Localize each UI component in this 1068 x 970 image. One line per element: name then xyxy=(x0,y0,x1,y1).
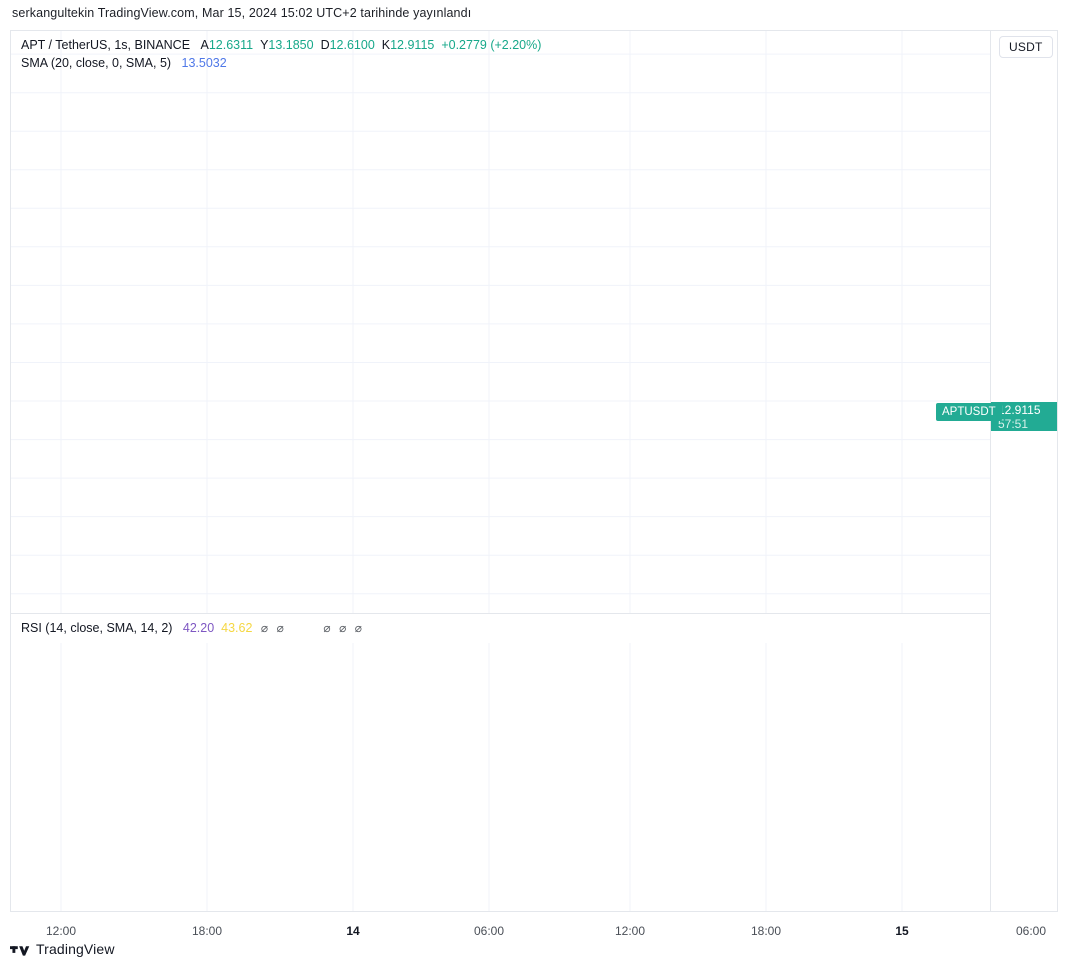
rsi-na-3: ⌀ xyxy=(323,621,331,635)
open-value: 12.6311 xyxy=(208,38,254,52)
current-price-tag: 12.9115 57:51 xyxy=(991,402,1057,431)
rsi-title: RSI (14, close, SMA, 14, 2) xyxy=(21,621,173,635)
pane-separator xyxy=(11,613,990,614)
rsi-plot xyxy=(60,643,903,911)
rsi-na-4: ⌀ xyxy=(339,621,347,635)
high-label: Y xyxy=(260,38,269,52)
price-axis[interactable]: USDT 12.9115 57:51 xyxy=(990,31,1057,911)
publish-caption: serkangultekin TradingView.com, Mar 15, … xyxy=(12,6,472,20)
tradingview-wordmark: TradingView xyxy=(36,941,115,957)
time-axis-tick: 06:00 xyxy=(1015,924,1047,938)
time-axis-tick: 12:00 xyxy=(614,924,646,938)
time-axis-tick: 18:00 xyxy=(191,924,223,938)
symbol-text: APT / TetherUS, 1s, BINANCE xyxy=(21,38,191,52)
low-label: D xyxy=(320,38,330,52)
price-legend-row-symbol: APT / TetherUS, 1s, BINANCE A12.6311 Y13… xyxy=(21,36,541,54)
low-value: 12.6100 xyxy=(329,38,375,52)
time-axis-tick: 12:00 xyxy=(45,924,77,938)
chart-frame: APT / TetherUS, 1s, BINANCE A12.6311 Y13… xyxy=(10,30,1058,938)
open-label: A xyxy=(200,38,209,52)
change-value: +0.2779 (+2.20%) xyxy=(441,38,542,52)
candlestick-plot xyxy=(11,31,990,613)
rsi-na-1: ⌀ xyxy=(260,621,269,635)
sma-indicator-label: SMA (20, close, 0, SMA, 5) xyxy=(21,56,172,70)
high-value: 13.1850 xyxy=(268,38,314,52)
rsi-value: 42.20 xyxy=(182,621,215,635)
time-axis-tick: 15 xyxy=(895,924,909,938)
time-axis-tick: 14 xyxy=(346,924,360,938)
rsi-pane[interactable]: RSI (14, close, SMA, 14, 2) 42.20 43.62 … xyxy=(11,614,990,911)
rsi-legend: RSI (14, close, SMA, 14, 2) 42.20 43.62 … xyxy=(21,619,362,637)
tradingview-footer: TradingView xyxy=(10,941,115,957)
symbol-price-flag: APTUSDT xyxy=(936,403,1002,421)
bar-countdown: 57:51 xyxy=(998,417,1029,431)
close-label: K xyxy=(381,38,391,52)
price-pane[interactable]: APT / TetherUS, 1s, BINANCE A12.6311 Y13… xyxy=(11,31,990,613)
panes-area: APT / TetherUS, 1s, BINANCE A12.6311 Y13… xyxy=(11,31,990,911)
tradingview-logo-icon xyxy=(10,942,30,956)
current-price-value: 12.9115 xyxy=(998,403,1041,417)
currency-badge[interactable]: USDT xyxy=(999,36,1053,58)
price-legend: APT / TetherUS, 1s, BINANCE A12.6311 Y13… xyxy=(21,36,541,72)
sma-indicator-value: 13.5032 xyxy=(181,56,227,70)
time-axis[interactable]: 12:0018:001406:0012:0018:001506:0012:001… xyxy=(11,911,1057,938)
rsi-na-5: ⌀ xyxy=(354,621,363,635)
rsi-sma-value: 43.62 xyxy=(221,621,253,635)
close-value: 12.9115 xyxy=(390,38,435,52)
price-legend-row-sma: SMA (20, close, 0, SMA, 5) 13.5032 xyxy=(21,54,541,72)
time-axis-tick: 18:00 xyxy=(750,924,782,938)
rsi-na-2: ⌀ xyxy=(276,621,284,635)
time-axis-tick: 06:00 xyxy=(473,924,505,938)
